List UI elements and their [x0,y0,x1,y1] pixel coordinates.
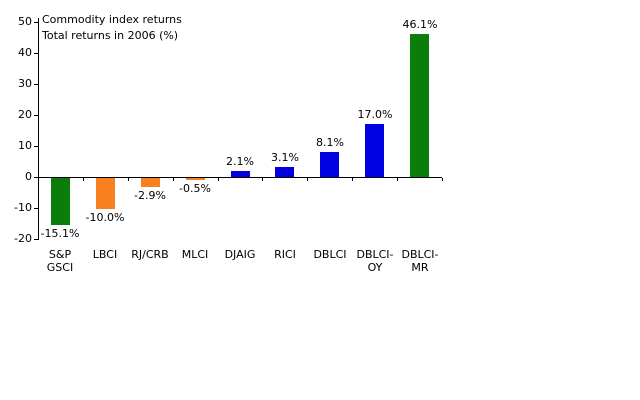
y-tick [34,239,38,240]
x-tick [307,178,308,181]
bar-djaig [231,171,250,177]
bar-s-p-gsci [51,178,70,225]
y-tick-label: -10 [14,201,32,214]
x-tick [442,178,443,181]
bar-mlci [186,178,205,180]
category-label-dblci: DBLCI [313,248,347,261]
category-label-dblci-oy: DBLCI- OY [356,248,394,274]
y-tick [34,53,38,54]
y-axis-line [38,18,39,240]
bar-rici [275,167,294,177]
bar-value-label-rj-crb: -2.9% [134,189,166,202]
category-label-rj-crb: RJ/CRB [131,248,169,261]
y-tick [34,115,38,116]
y-tick [34,146,38,147]
category-label-dblci-mr: DBLCI- MR [401,248,439,274]
category-label-s-p-gsci: S&P GSCI [46,248,74,274]
y-tick-label: 20 [18,108,32,121]
x-tick [352,178,353,181]
chart-title: Commodity index returns [42,13,182,26]
x-axis-line [38,177,442,178]
x-tick [83,178,84,181]
x-tick [128,178,129,181]
bar-rj-crb [141,178,160,187]
bar-value-label-lbci: -10.0% [85,211,125,224]
chart-subtitle: Total returns in 2006 (%) [42,29,179,42]
y-tick [34,208,38,209]
y-tick-label: 10 [18,139,32,152]
x-tick [173,178,174,181]
bar-lbci [96,178,115,209]
category-label-djaig: DJAIG [224,248,256,261]
bar-value-label-djaig: 2.1% [226,155,254,168]
bar-value-label-dblci-oy: 17.0% [357,108,393,121]
y-tick [34,177,38,178]
bar-value-label-s-p-gsci: -15.1% [40,227,80,240]
y-tick-label: 40 [18,46,32,59]
category-label-rici: RICI [274,248,296,261]
y-tick [34,22,38,23]
bar-value-label-dblci: 8.1% [316,136,344,149]
category-label-mlci: MLCI [181,248,209,261]
y-tick-label: 0 [25,170,32,183]
bar-value-label-dblci-mr: 46.1% [402,18,438,31]
bar-value-label-mlci: -0.5% [179,182,211,195]
x-tick [38,178,39,181]
bar-dblci-mr [410,34,429,177]
bar-value-label-rici: 3.1% [271,151,299,164]
bar-dblci [320,152,339,177]
x-tick [262,178,263,181]
x-tick [218,178,219,181]
y-tick-label: -20 [14,232,32,245]
bar-dblci-oy [365,124,384,177]
category-label-lbci: LBCI [92,248,118,261]
y-tick [34,84,38,85]
x-tick [397,178,398,181]
y-tick-label: 30 [18,77,32,90]
y-tick-label: 50 [18,15,32,28]
